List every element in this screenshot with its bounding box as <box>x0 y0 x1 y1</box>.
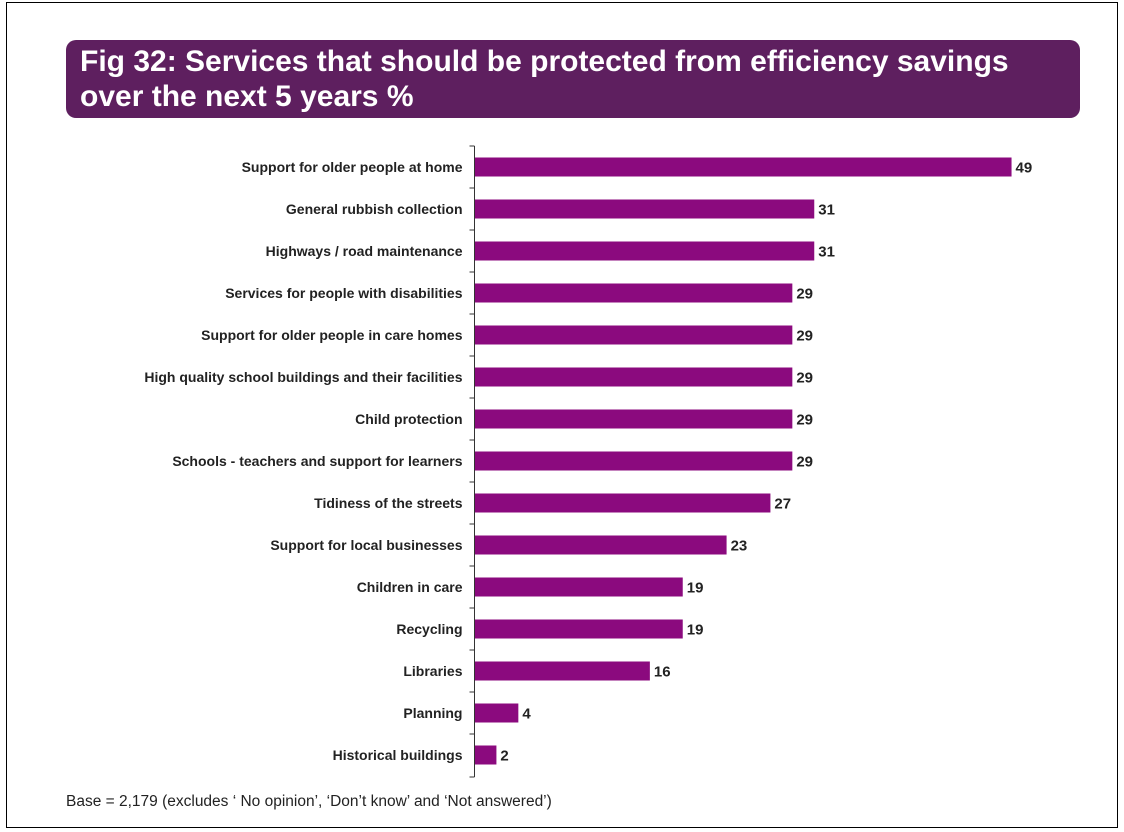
bar <box>474 451 793 471</box>
value-label: 16 <box>654 664 671 681</box>
category-label: Support for older people at home <box>242 159 463 175</box>
category-label: High quality school buildings and their … <box>144 369 462 385</box>
value-label: 19 <box>687 622 704 639</box>
value-label: 2 <box>500 748 508 765</box>
value-label: 29 <box>796 412 813 429</box>
bar <box>474 409 793 429</box>
category-label: Planning <box>403 705 462 721</box>
value-label: 29 <box>796 454 813 471</box>
bar <box>474 493 771 513</box>
category-label: General rubbish collection <box>286 201 463 217</box>
category-label: Child protection <box>355 411 462 427</box>
value-label: 31 <box>818 202 835 219</box>
bar <box>474 199 815 219</box>
bar <box>474 241 815 261</box>
bar <box>474 283 793 303</box>
category-label: Libraries <box>403 663 462 679</box>
bar <box>474 577 683 597</box>
category-label: Schools - teachers and support for learn… <box>172 453 462 469</box>
bar <box>474 325 793 345</box>
value-label: 4 <box>522 706 531 723</box>
bar <box>474 661 650 681</box>
bar <box>474 703 519 723</box>
category-label: Historical buildings <box>333 747 463 763</box>
bar <box>474 619 683 639</box>
title-banner: Fig 32: Services that should be protecte… <box>66 40 1080 118</box>
value-label: 29 <box>796 286 813 303</box>
bar <box>474 745 497 765</box>
chart-title: Fig 32: Services that should be protecte… <box>80 45 1009 113</box>
category-label: Recycling <box>396 621 462 637</box>
category-label: Support for local businesses <box>270 537 462 553</box>
category-label: Children in care <box>357 579 463 595</box>
value-label: 31 <box>818 244 835 261</box>
value-label: 27 <box>774 496 791 513</box>
category-label: Highways / road maintenance <box>266 243 463 259</box>
footnote: Base = 2,179 (excludes ‘ No opinion’, ‘D… <box>66 793 552 810</box>
value-label: 29 <box>796 328 813 345</box>
value-label: 29 <box>796 370 813 387</box>
value-label: 19 <box>687 580 704 597</box>
bar <box>474 535 727 555</box>
category-label: Support for older people in care homes <box>201 327 463 343</box>
bar <box>474 157 1012 177</box>
category-label: Tidiness of the streets <box>314 495 463 511</box>
category-label: Services for people with disabilities <box>225 285 463 301</box>
value-label: 23 <box>731 538 748 555</box>
bars-layer: Support for older people at home 49 Genera… <box>144 145 1033 778</box>
bar <box>474 367 793 387</box>
value-label: 49 <box>1016 160 1033 177</box>
